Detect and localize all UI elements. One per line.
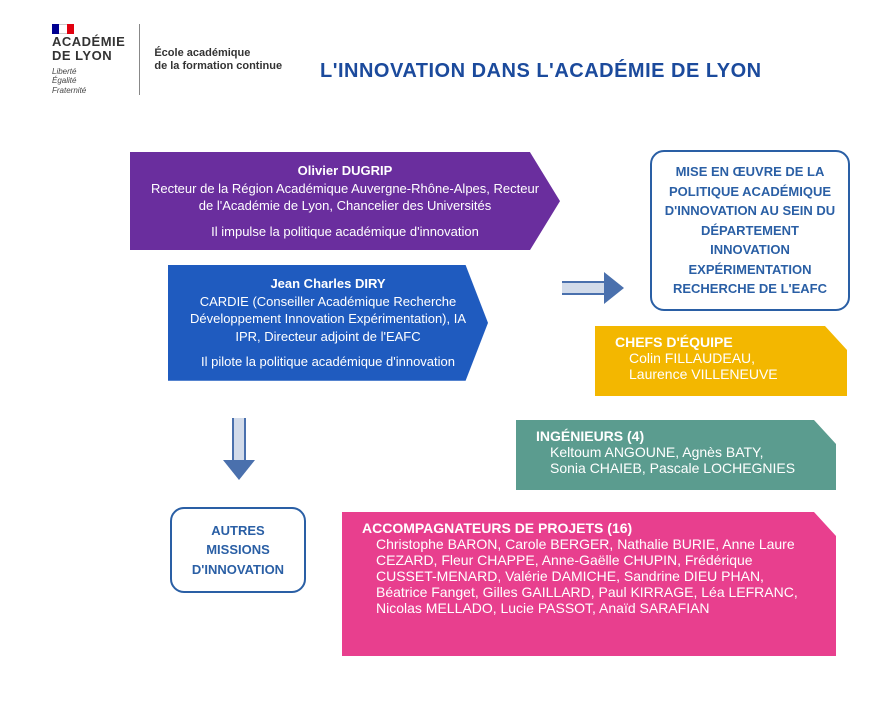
cardie-action: Il pilote la politique académique d'inno… bbox=[188, 353, 468, 371]
recteur-name: Olivier DUGRIP bbox=[298, 163, 393, 178]
flag-icon bbox=[52, 24, 74, 34]
logo-title-2: DE LYON bbox=[52, 49, 125, 63]
motto-egalite: Égalité bbox=[52, 76, 125, 86]
cardie-box: Jean Charles DIRY CARDIE (Conseiller Aca… bbox=[168, 265, 488, 381]
page-title: L'INNOVATION DANS L'ACADÉMIE DE LYON bbox=[320, 60, 762, 83]
logo-motto: Liberté Égalité Fraternité bbox=[52, 67, 125, 96]
ingenieurs-box: INGÉNIEURS (4) Keltoum ANGOUNE, Agnès BA… bbox=[516, 420, 836, 490]
arrow-down-icon bbox=[223, 418, 255, 480]
cardie-role: CARDIE (Conseiller Académique Recherche … bbox=[190, 294, 466, 344]
arrow-shaft bbox=[562, 281, 604, 295]
accomp-body: Christophe BARON, Carole BERGER, Nathali… bbox=[362, 536, 802, 616]
recteur-action: Il impulse la politique académique d'inn… bbox=[150, 223, 540, 241]
logo-sub-2: de la formation continue bbox=[154, 60, 282, 73]
arrow-head bbox=[223, 460, 255, 480]
arrow-head bbox=[604, 272, 624, 304]
logo-block: ACADÉMIE DE LYON Liberté Égalité Fratern… bbox=[52, 24, 282, 95]
logo-subtitle: École académique de la formation continu… bbox=[154, 47, 282, 73]
chefs-box: CHEFS D'ÉQUIPE Colin FILLAUDEAU, Laurenc… bbox=[595, 326, 847, 396]
accompagnateurs-box: ACCOMPAGNATEURS DE PROJETS (16) Christop… bbox=[342, 512, 836, 656]
recteur-box: Olivier DUGRIP Recteur de la Région Acad… bbox=[130, 152, 560, 250]
arrow-right-icon bbox=[562, 272, 624, 304]
ingenieurs-heading: INGÉNIEURS (4) bbox=[536, 428, 802, 444]
mission-box: MISE EN ŒUVRE DE LA POLITIQUE ACADÉMIQUE… bbox=[650, 150, 850, 311]
motto-liberte: Liberté bbox=[52, 67, 125, 77]
logo-title-1: ACADÉMIE bbox=[52, 35, 125, 49]
logo-sub-1: École académique bbox=[154, 47, 282, 60]
autres-missions-box: AUTRES MISSIONS D'INNOVATION bbox=[170, 507, 306, 593]
cardie-name: Jean Charles DIRY bbox=[270, 276, 385, 291]
ingenieurs-body: Keltoum ANGOUNE, Agnès BATY, Sonia CHAIE… bbox=[536, 444, 802, 476]
motto-fraternite: Fraternité bbox=[52, 86, 125, 96]
recteur-role: Recteur de la Région Académique Auvergne… bbox=[151, 181, 539, 214]
logo-main: ACADÉMIE DE LYON Liberté Égalité Fratern… bbox=[52, 24, 140, 95]
chefs-heading: CHEFS D'ÉQUIPE bbox=[615, 334, 813, 350]
accomp-heading: ACCOMPAGNATEURS DE PROJETS (16) bbox=[362, 520, 802, 536]
chefs-body: Colin FILLAUDEAU, Laurence VILLENEUVE bbox=[615, 350, 813, 382]
arrow-shaft bbox=[232, 418, 246, 460]
